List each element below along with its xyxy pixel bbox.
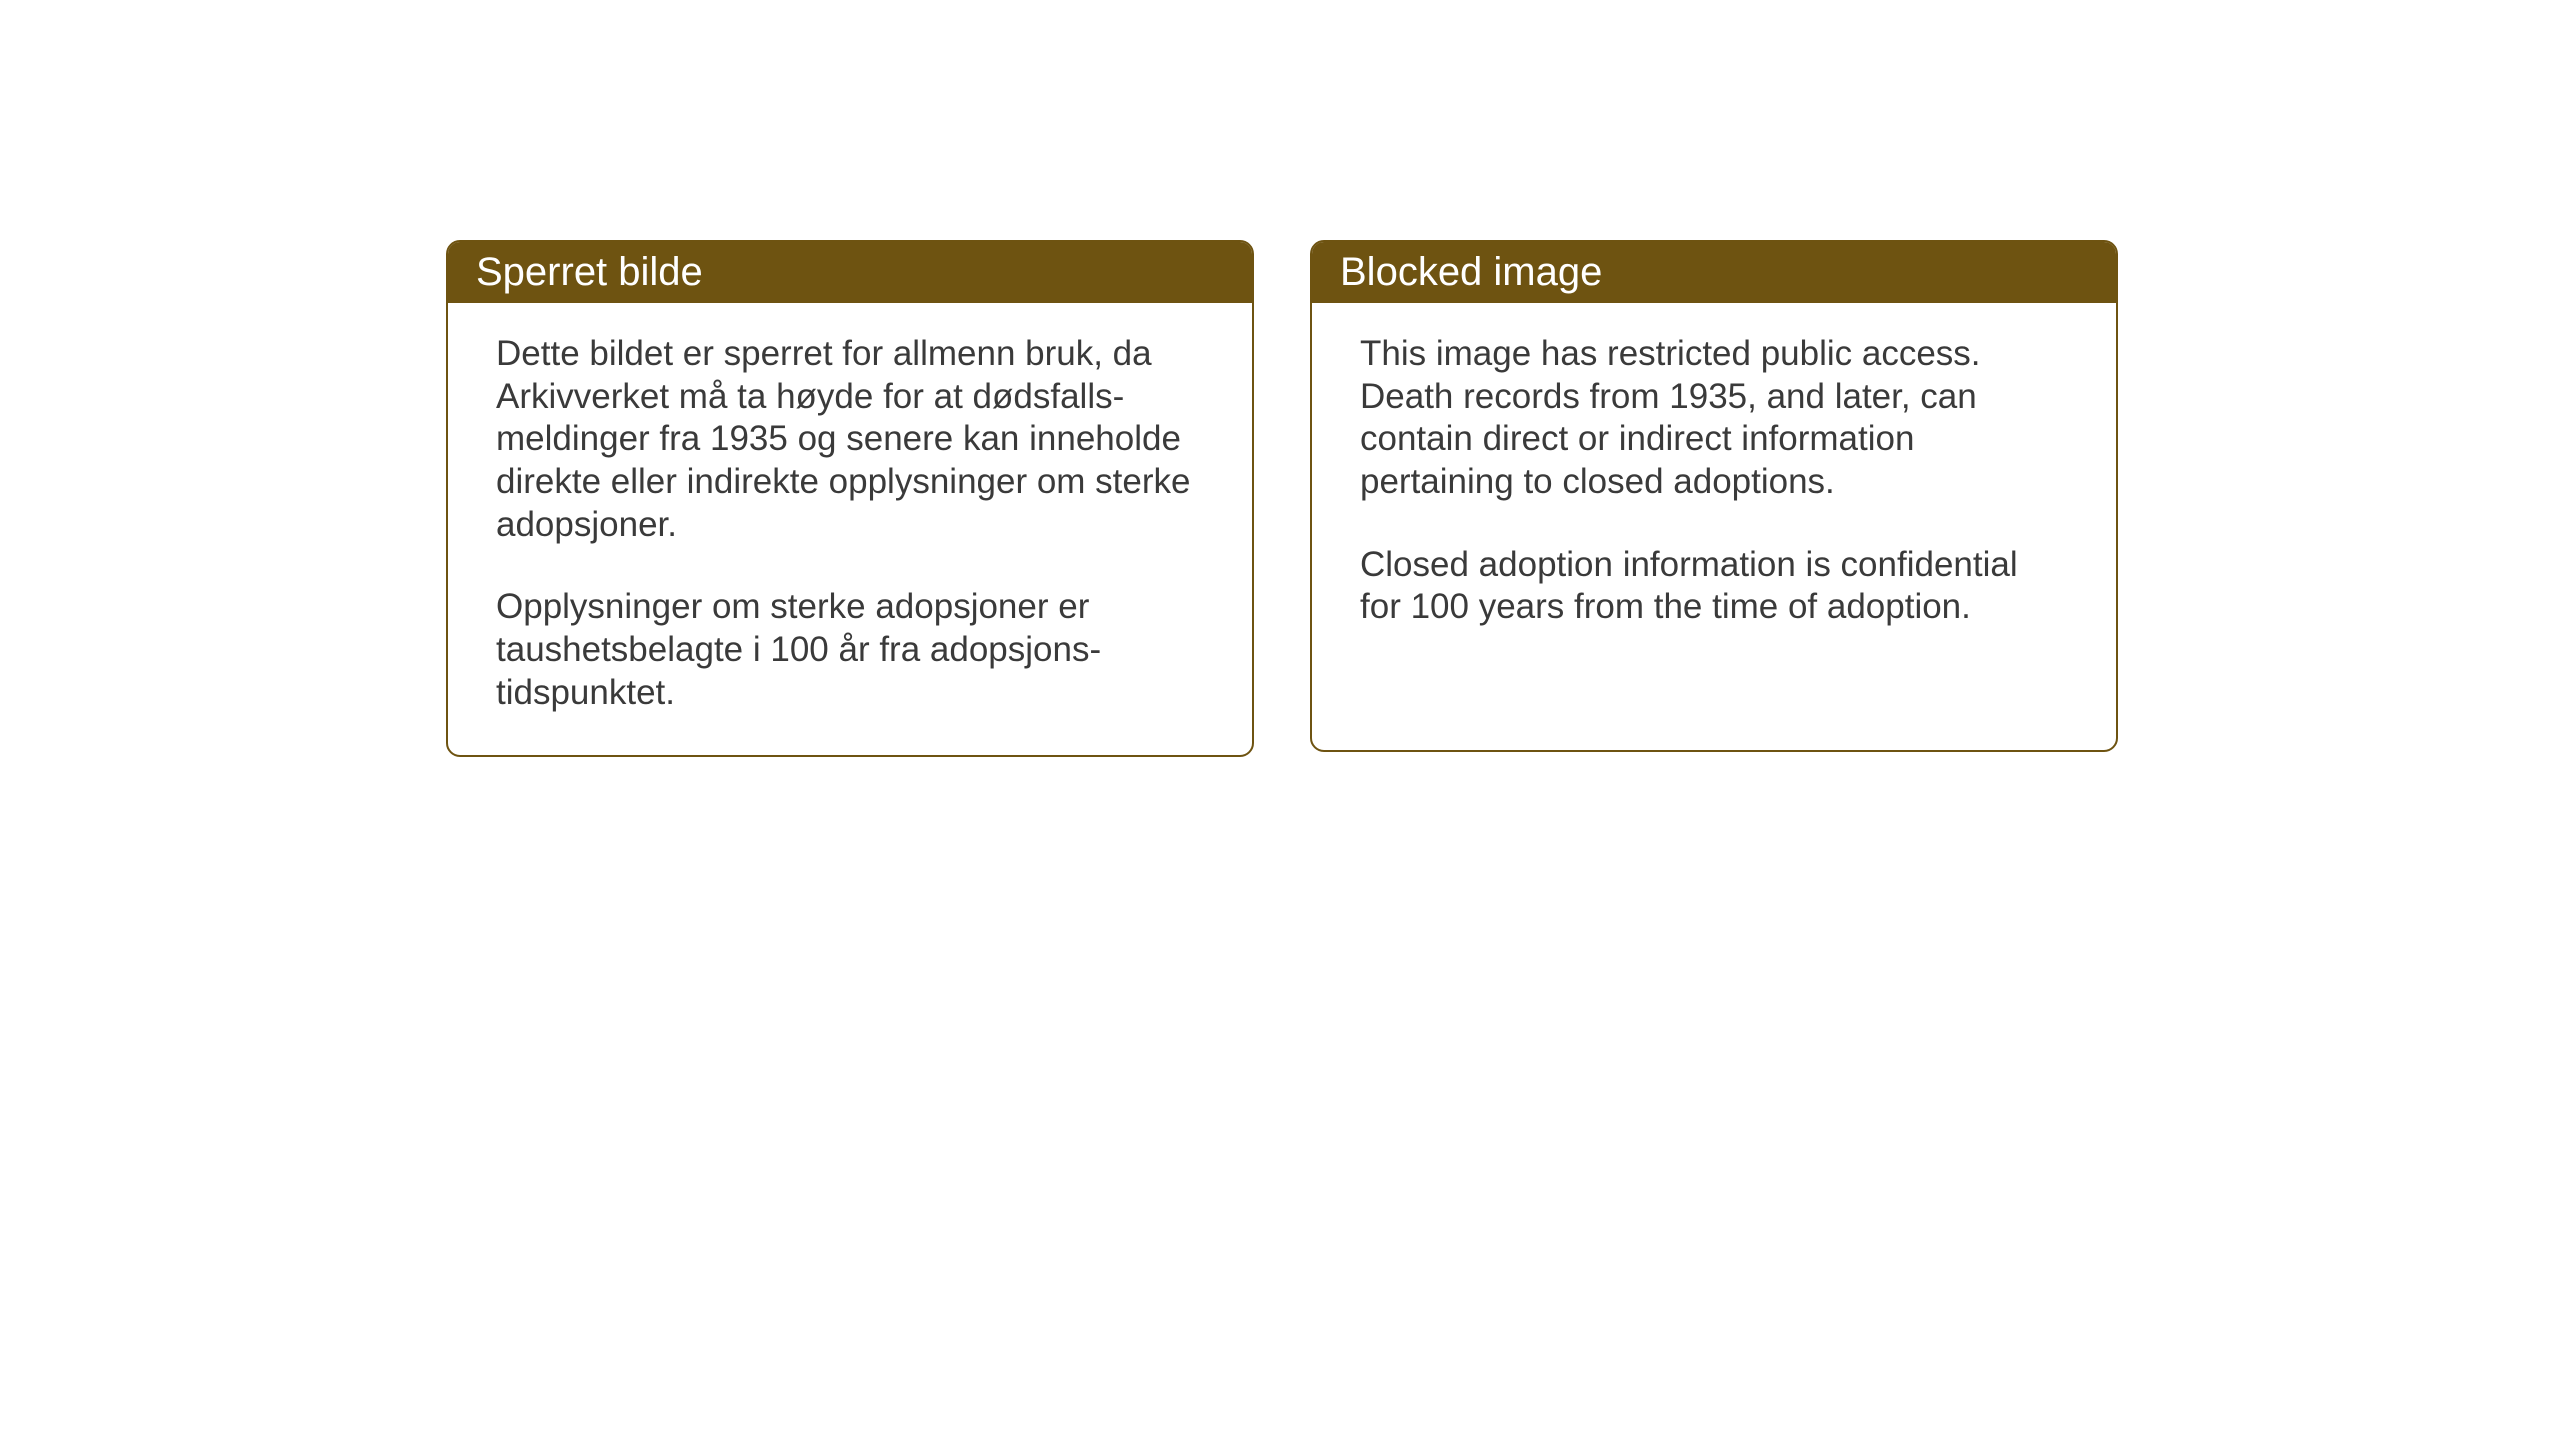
english-info-card: Blocked image This image has restricted … (1310, 240, 2118, 752)
norwegian-card-body: Dette bildet er sperret for allmenn bruk… (448, 303, 1252, 755)
english-card-body: This image has restricted public access.… (1312, 303, 2116, 669)
norwegian-info-card: Sperret bilde Dette bildet er sperret fo… (446, 240, 1254, 757)
norwegian-paragraph-2: Opplysninger om sterke adopsjoner er tau… (496, 586, 1204, 714)
norwegian-paragraph-1: Dette bildet er sperret for allmenn bruk… (496, 333, 1204, 546)
norwegian-card-title: Sperret bilde (448, 242, 1252, 303)
info-cards-container: Sperret bilde Dette bildet er sperret fo… (446, 240, 2118, 757)
english-paragraph-1: This image has restricted public access.… (1360, 333, 2068, 504)
english-card-title: Blocked image (1312, 242, 2116, 303)
english-paragraph-2: Closed adoption information is confident… (1360, 544, 2068, 629)
